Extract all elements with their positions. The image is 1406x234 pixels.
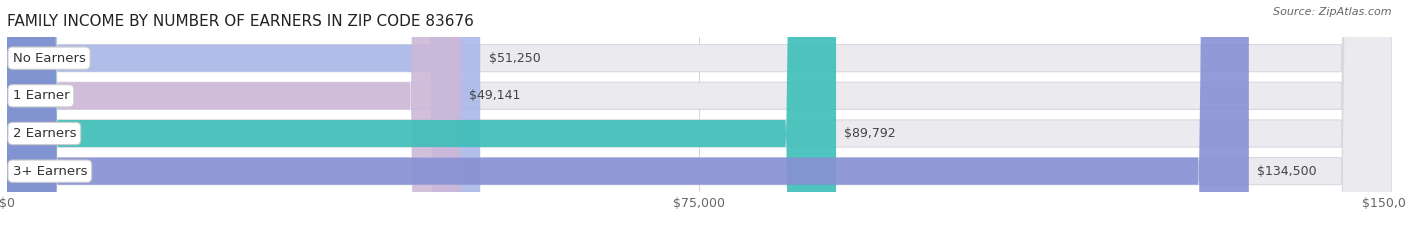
Text: Source: ZipAtlas.com: Source: ZipAtlas.com [1274,7,1392,17]
FancyBboxPatch shape [7,0,481,234]
Text: $89,792: $89,792 [845,127,896,140]
Text: $51,250: $51,250 [488,52,540,65]
Text: $49,141: $49,141 [470,89,520,102]
FancyBboxPatch shape [7,0,1249,234]
Text: 3+ Earners: 3+ Earners [13,165,87,178]
Text: FAMILY INCOME BY NUMBER OF EARNERS IN ZIP CODE 83676: FAMILY INCOME BY NUMBER OF EARNERS IN ZI… [7,14,474,29]
FancyBboxPatch shape [7,0,1392,234]
Text: No Earners: No Earners [13,52,86,65]
FancyBboxPatch shape [7,0,1392,234]
FancyBboxPatch shape [7,0,461,234]
Text: 2 Earners: 2 Earners [13,127,76,140]
FancyBboxPatch shape [7,0,1392,234]
Text: $134,500: $134,500 [1257,165,1317,178]
Text: 1 Earner: 1 Earner [13,89,69,102]
FancyBboxPatch shape [7,0,837,234]
FancyBboxPatch shape [7,0,1392,234]
